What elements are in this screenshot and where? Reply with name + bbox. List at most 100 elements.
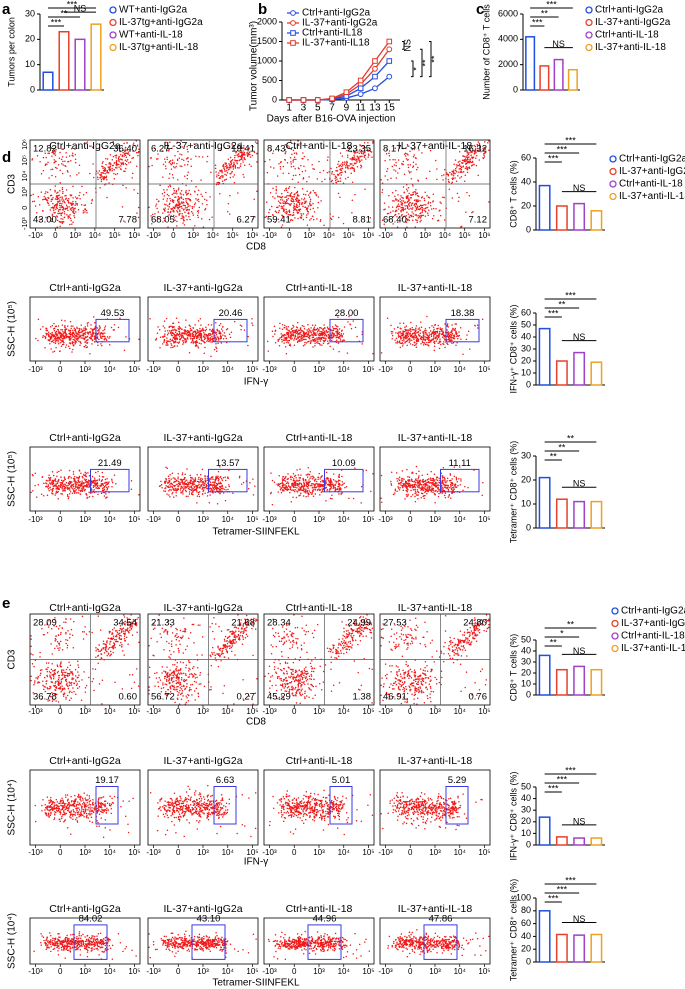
x-tick-label: 10⁵ xyxy=(246,967,258,976)
x-tick-label: 10⁵ xyxy=(128,967,140,976)
y-tick-label: 0 xyxy=(513,84,518,94)
x-tick-label: 10⁵ xyxy=(227,231,239,240)
bar xyxy=(573,351,586,386)
y-tick-label: 0 xyxy=(22,206,29,210)
y-tick-label: 6000 xyxy=(498,8,518,18)
point xyxy=(300,97,307,103)
quadrant-percent: 28.09 xyxy=(33,618,57,629)
x-tick-label: 10⁵ xyxy=(459,231,471,240)
gate-percent: 5.29 xyxy=(448,775,467,786)
x-tick-label: 10⁵ xyxy=(478,848,490,857)
x-tick-label: 10⁴ xyxy=(89,231,102,240)
plot-title: IL-37+anti-IgG2a xyxy=(163,432,242,444)
panel-letter: d xyxy=(2,149,11,166)
significance-label: ** xyxy=(558,299,566,309)
x-tick-label: -10³ xyxy=(146,967,161,976)
event-dots xyxy=(34,792,134,838)
x-tick-label: 0 xyxy=(53,231,58,240)
gate xyxy=(324,468,364,493)
y-tick-label: 30 xyxy=(521,656,531,666)
point xyxy=(386,38,393,45)
x-tick-label: 10⁴ xyxy=(338,848,351,857)
bar xyxy=(555,498,568,529)
y-tick-label: 20 xyxy=(25,34,35,44)
plot-title: IL-37+anti-IL-18 xyxy=(398,602,473,614)
y-tick-label: 0 xyxy=(526,379,531,389)
legend-marker xyxy=(609,180,617,188)
panel-letter: a xyxy=(2,1,11,18)
y-axis-label: CD3 xyxy=(7,174,18,194)
significance-label: ** xyxy=(550,451,558,461)
bar xyxy=(553,58,564,91)
x-tick-label: 10⁵ xyxy=(362,365,374,374)
bar xyxy=(538,327,551,386)
quadrant-percent: 1.38 xyxy=(353,692,372,703)
gate xyxy=(440,468,480,493)
x-tick-label: -10³ xyxy=(146,231,161,240)
event-dots xyxy=(148,930,257,959)
significance-bracket xyxy=(411,60,414,78)
x-tick-label: -10³ xyxy=(262,365,277,374)
event-dots xyxy=(149,784,257,838)
x-tick-label: 10⁴ xyxy=(323,231,336,240)
x-tick-label: 10⁴ xyxy=(454,848,467,857)
x-tick-label: 10⁶ xyxy=(128,231,140,240)
plot-frame xyxy=(263,769,375,846)
bar xyxy=(539,65,550,91)
significance-label: NS xyxy=(573,332,586,342)
event-dots xyxy=(35,316,140,355)
y-tick-label: 0 xyxy=(526,839,531,849)
x-tick-label: -10³ xyxy=(146,365,161,374)
x-tick-label: 10⁴ xyxy=(454,967,467,976)
x-tick-label: 10⁴ xyxy=(454,707,467,716)
point xyxy=(386,46,393,53)
quadrant-percent: 46.91 xyxy=(383,692,407,703)
gate xyxy=(329,318,364,343)
plot-title: Ctrl+anti-IL-18 xyxy=(286,602,353,614)
bar xyxy=(42,71,54,91)
gate-percent: 21.49 xyxy=(98,458,122,469)
event-dots xyxy=(268,789,374,836)
x-tick-label: 10⁶ xyxy=(362,231,374,240)
x-tick-label: 10⁵ xyxy=(128,707,140,716)
significance-label: NS xyxy=(573,479,586,489)
y-axis-label: CD8⁺ T cells (%) xyxy=(508,160,518,227)
bar xyxy=(590,837,603,846)
x-tick-label: -10³ xyxy=(28,365,43,374)
x-tick-label: 0 xyxy=(292,707,297,716)
y-tick-label: 100 xyxy=(516,892,531,902)
y-tick-label: 10³ xyxy=(22,186,29,197)
x-tick-label: 10⁵ xyxy=(343,231,355,240)
y-tick-label: 0 xyxy=(526,956,531,966)
y-tick-label: 1000 xyxy=(257,55,277,65)
x-tick-label: 10³ xyxy=(197,515,209,524)
x-tick-label: -10³ xyxy=(262,707,277,716)
y-tick-label: 0 xyxy=(526,689,531,699)
x-tick-label: 10³ xyxy=(313,707,325,716)
x-tick-label: 10⁴ xyxy=(104,707,117,716)
event-dots xyxy=(33,931,137,960)
quadrant-percent: 8.43 xyxy=(267,144,286,155)
y-tick-label: -10³ xyxy=(22,217,29,230)
y-tick-label: 30 xyxy=(521,343,531,353)
bar xyxy=(590,210,603,231)
significance-label: *** xyxy=(565,875,576,885)
x-tick-label: 10⁴ xyxy=(104,515,117,524)
gate-percent: 47.86 xyxy=(429,913,453,924)
y-axis-label: Tumors per colon xyxy=(6,17,16,87)
bar xyxy=(538,910,551,963)
bar xyxy=(573,837,586,846)
x-tick-label: 10⁴ xyxy=(222,848,235,857)
event-dots xyxy=(30,140,140,228)
y-tick-label: 80 xyxy=(521,905,531,915)
legend-marker xyxy=(290,30,296,36)
y-axis-label: IFN-γ⁺ CD8⁺ cells (%) xyxy=(508,304,518,393)
y-tick-label: 40 xyxy=(521,793,531,803)
x-tick-label: 1 xyxy=(286,103,292,114)
x-tick-label: 0 xyxy=(292,967,297,976)
x-tick-label: 10³ xyxy=(313,967,325,976)
significance-label: *** xyxy=(548,308,559,318)
quadrant-percent: 6.27 xyxy=(151,144,170,155)
gate-percent: 28.00 xyxy=(335,308,359,319)
quadrant-percent: 6.27 xyxy=(237,215,256,226)
